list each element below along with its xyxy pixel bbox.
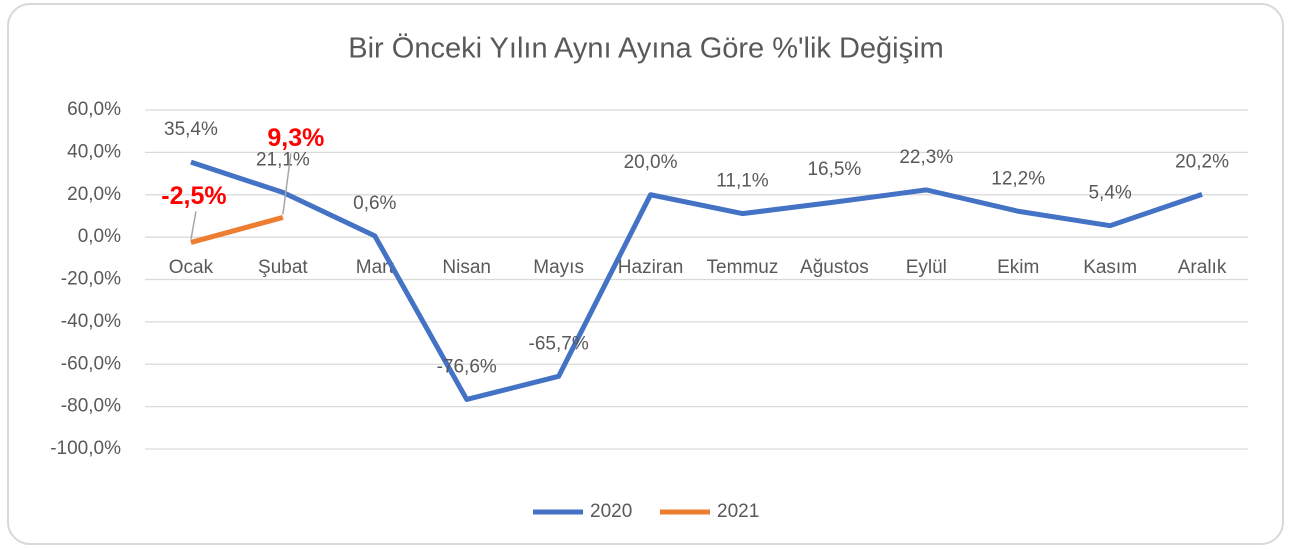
data-label: 12,2% [991, 168, 1045, 189]
x-tick-label: Mart [356, 257, 395, 278]
x-tick-label: Ekim [997, 257, 1039, 278]
x-tick-label: Temmuz [707, 257, 779, 278]
data-label: 0,6% [353, 193, 396, 214]
series-line [190, 159, 1203, 402]
y-tick-label: 60,0% [67, 99, 121, 120]
x-tick-label: Aralık [1178, 257, 1227, 278]
y-tick-label: -100,0% [50, 438, 121, 459]
y-tick-label: -60,0% [61, 353, 121, 374]
data-label: 22,3% [899, 147, 953, 168]
label-leader [190, 211, 197, 240]
data-label: 35,4% [164, 119, 218, 140]
data-label: 21,1% [256, 149, 310, 170]
data-label: -76,6% [437, 356, 497, 377]
data-label: 9,3% [267, 124, 324, 152]
data-label: 5,4% [1088, 183, 1131, 204]
x-tick-label: Haziran [618, 257, 683, 278]
y-tick-label: 40,0% [67, 141, 121, 162]
data-label: -65,7% [529, 333, 589, 354]
x-tick-label: Nisan [442, 257, 491, 278]
y-tick-label: -80,0% [61, 396, 121, 417]
legend-label: 2021 [717, 501, 759, 522]
chart-title: Bir Önceki Yılın Aynı Ayına Göre %'lik D… [348, 33, 943, 65]
x-tick-label: Mayıs [533, 257, 584, 278]
data-label: 20,2% [1175, 151, 1229, 172]
y-tick-label: 20,0% [67, 184, 121, 205]
y-tick-label: -20,0% [61, 269, 121, 290]
data-label: 16,5% [807, 159, 861, 180]
data-label: -2,5% [161, 182, 226, 210]
legend-label: 2020 [590, 501, 632, 522]
data-label: 11,1% [716, 171, 769, 192]
x-tick-label: Eylül [906, 257, 947, 278]
x-tick-label: Ocak [169, 257, 214, 278]
x-tick-label: Kasım [1083, 257, 1137, 278]
x-tick-label: Ağustos [800, 257, 869, 278]
x-tick-label: Şubat [258, 257, 308, 278]
chart-frame [7, 3, 1284, 545]
series-line [190, 215, 284, 245]
y-tick-label: -40,0% [61, 311, 121, 332]
data-label: 20,0% [624, 152, 678, 173]
y-tick-label: 0,0% [78, 226, 121, 247]
label-leader [282, 153, 292, 215]
